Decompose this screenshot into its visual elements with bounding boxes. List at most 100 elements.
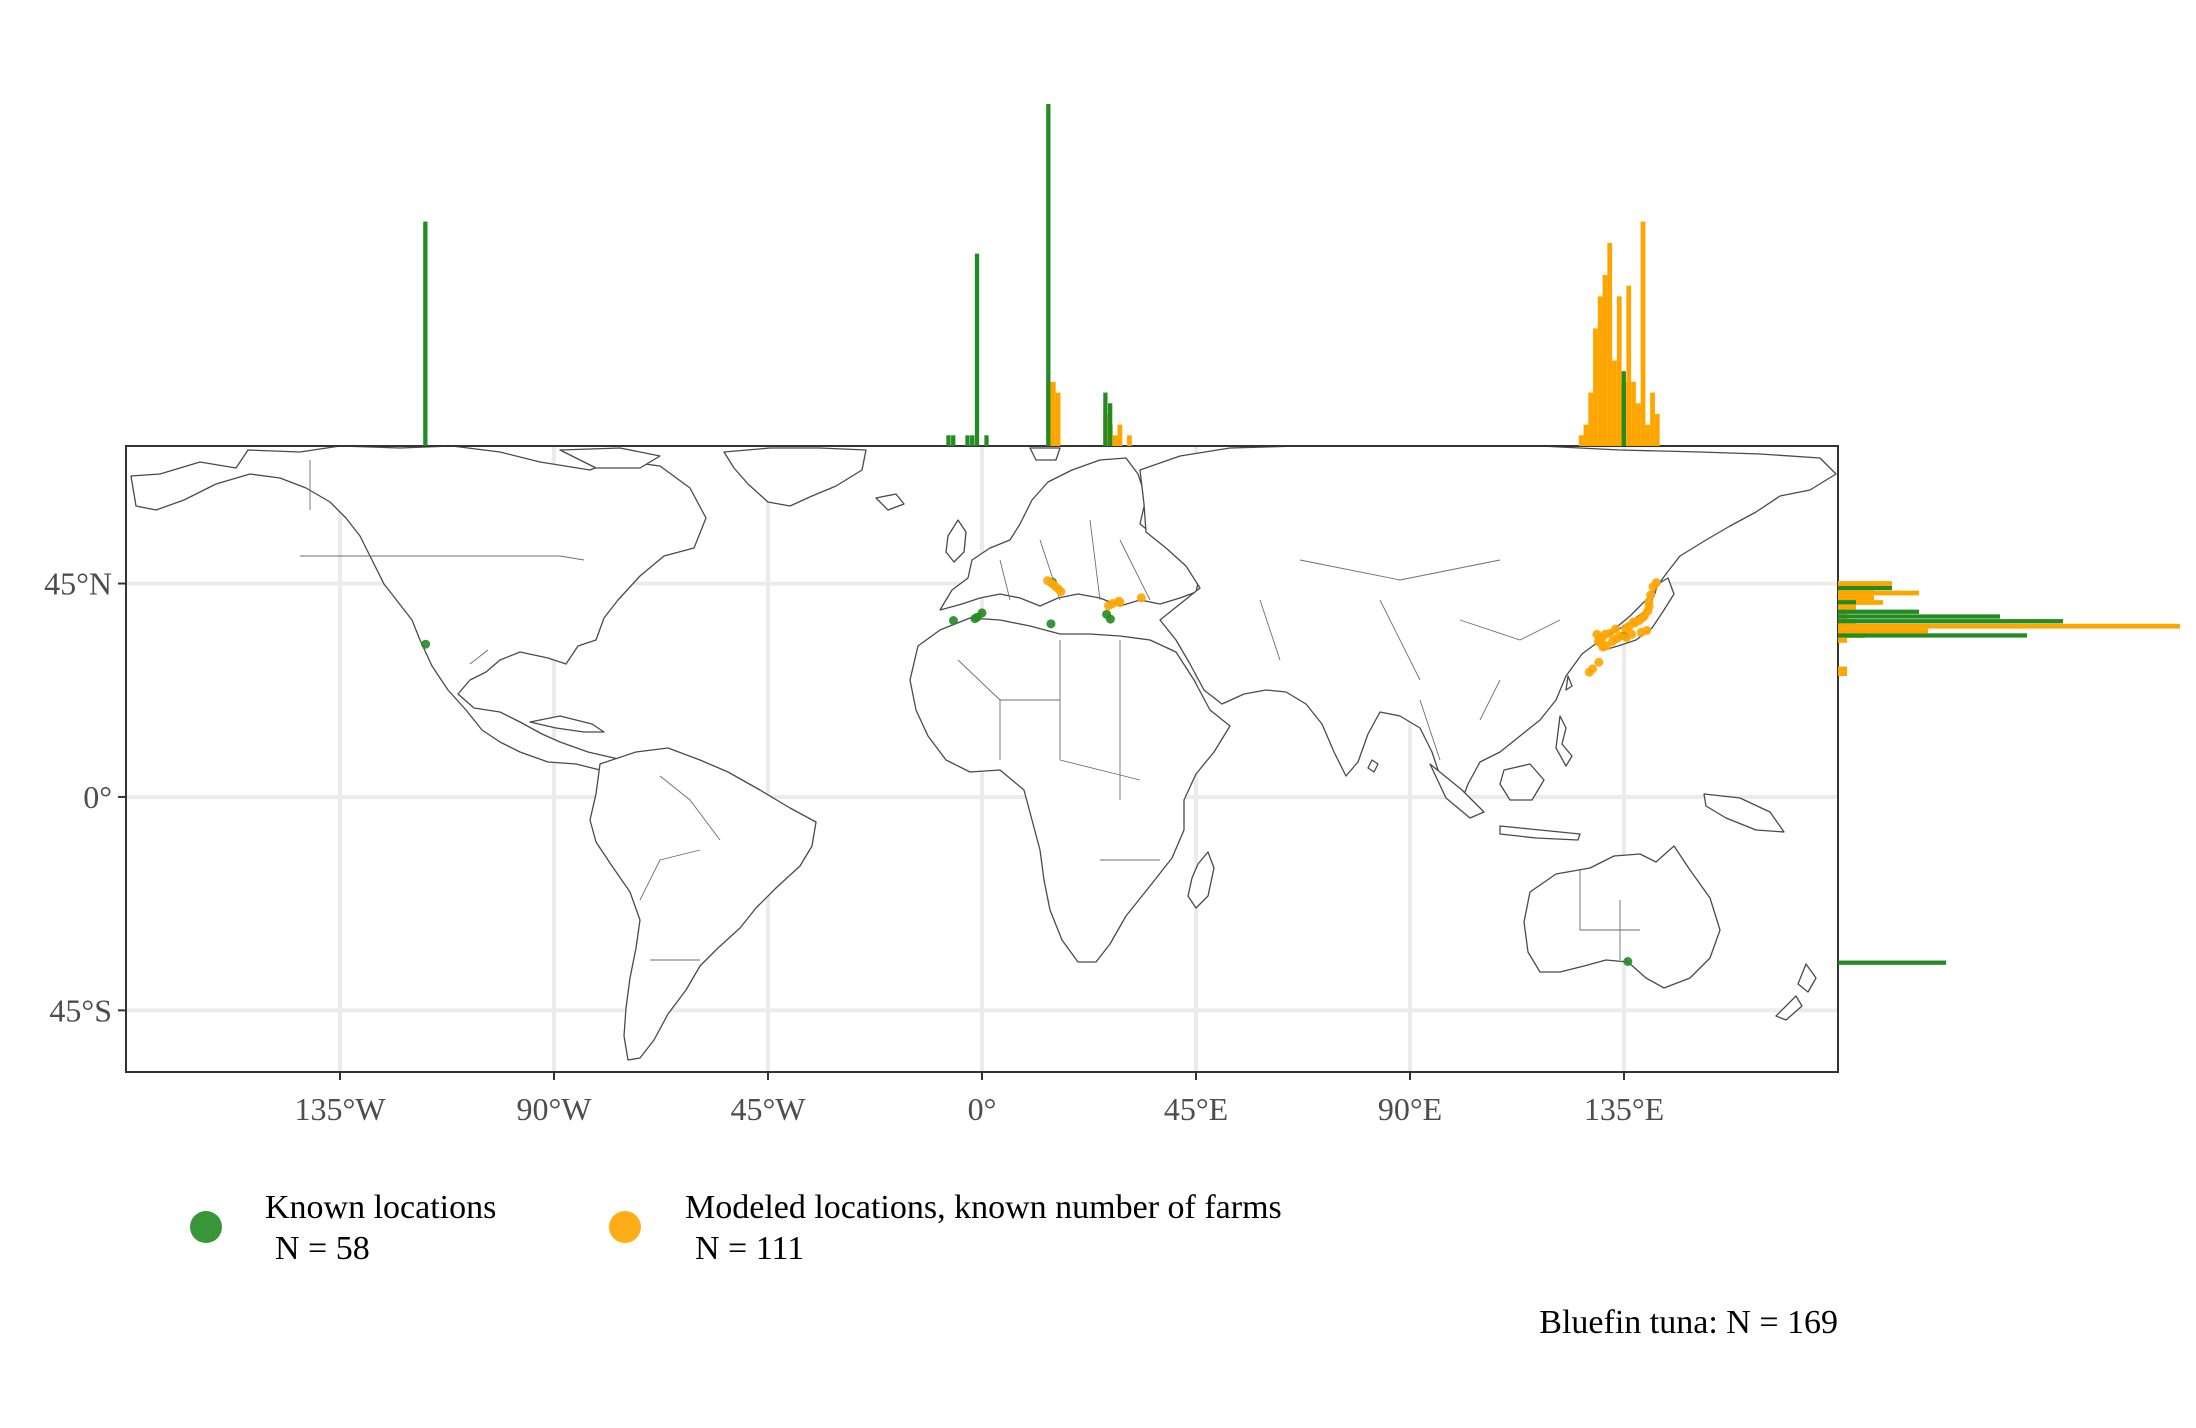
madagascar-landmass: [1187, 851, 1215, 909]
lon-hist-bar-known: [974, 253, 980, 446]
location-point: [421, 639, 431, 649]
x-tick-label: 45°W: [731, 1091, 807, 1127]
lon-hist-bar-modeled: [1055, 392, 1061, 446]
x-tick-label: 90°W: [517, 1091, 593, 1127]
lat-hist-bar-modeled: [1838, 581, 1892, 586]
lat-hist-bar-known: [1838, 960, 1946, 965]
greenland-landmass: [723, 447, 867, 507]
x-tick-label: 90°E: [1378, 1091, 1442, 1127]
lon-hist-bar-modeled: [1607, 242, 1613, 446]
lon-hist-bar-modeled: [1650, 392, 1655, 446]
x-axis: 135°W 90°W 45°W 0° 45°E 90°E 135°E: [295, 1072, 1664, 1127]
x-tick-label: 45°E: [1164, 1091, 1228, 1127]
lat-hist-bar-modeled: [1838, 600, 1883, 605]
caption: Bluefin tuna: N = 169: [1539, 1304, 1838, 1341]
y-axis: 45°N 0° 45°S: [44, 566, 126, 1028]
location-point: [1592, 629, 1602, 639]
lon-hist-bar-modeled: [1583, 424, 1589, 446]
longitude-histogram: [423, 104, 1660, 446]
location-point: [977, 608, 987, 618]
map-panel: [125, 445, 1839, 1073]
lat-hist-bar-modeled: [1838, 666, 1847, 672]
y-tick-label: 45°S: [49, 992, 112, 1028]
philippines-islands: [1555, 675, 1573, 767]
lon-hist-bar-known: [423, 221, 428, 446]
location-point: [1136, 593, 1146, 603]
x-tick-label: 135°W: [295, 1091, 387, 1127]
lat-hist-bar-known: [1838, 619, 2063, 624]
lat-hist-bar-modeled: [1838, 595, 1874, 601]
lon-hist-bar-modeled: [1597, 296, 1603, 446]
lon-hist-bar-known: [970, 435, 975, 446]
lat-hist-bar-known: [1838, 600, 1856, 605]
x-tick-label: 0°: [968, 1091, 997, 1127]
lat-hist-bar-modeled: [1838, 604, 1856, 610]
north-america-landmass: [130, 445, 707, 777]
location-point: [1638, 613, 1648, 623]
lat-hist-bar-modeled: [1838, 623, 2180, 629]
lon-hist-bar-known: [965, 435, 970, 446]
lon-hist-bar-known: [984, 435, 989, 446]
lon-hist-bar-modeled: [1616, 296, 1622, 446]
location-point: [1114, 596, 1124, 606]
lon-hist-bar-modeled: [1588, 392, 1594, 446]
africa-landmass: [909, 617, 1231, 963]
location-point: [948, 616, 958, 626]
australia-landmass: [1523, 845, 1721, 989]
indonesia-islands: [1429, 763, 1785, 841]
farm-locations: [421, 576, 1661, 967]
country-borders: [300, 460, 1640, 961]
world-land: [130, 445, 1837, 1061]
legend: Known locations N = 58 Modeled locations…: [190, 1189, 1282, 1267]
location-point: [1648, 582, 1658, 592]
lon-hist-bar-known: [1108, 403, 1113, 446]
legend-known-label: Known locations: [265, 1189, 496, 1226]
location-point: [1105, 614, 1115, 624]
legend-modeled-count: N = 111: [695, 1230, 804, 1267]
location-point: [1642, 625, 1652, 635]
y-tick-label: 45°N: [44, 566, 112, 602]
legend-known-swatch: [190, 1211, 222, 1243]
lon-hist-bar-known: [951, 435, 956, 446]
lon-hist-bar-modeled: [1631, 381, 1636, 446]
lon-hist-bar-modeled: [1578, 435, 1584, 446]
location-point: [1627, 629, 1637, 639]
lon-hist-bar-known: [946, 435, 951, 446]
lat-hist-bar-modeled: [1838, 628, 1928, 634]
arctic-archipelago: [559, 447, 661, 469]
sri-lanka-landmass: [1367, 759, 1379, 773]
lon-hist-bar-known: [1103, 392, 1108, 446]
uk-landmass: [945, 519, 967, 563]
asia-landmass: [1139, 445, 1837, 807]
legend-known-count: N = 58: [275, 1230, 370, 1267]
lon-hist-bar-modeled: [1050, 381, 1056, 446]
svalbard-landmass: [1029, 447, 1061, 461]
lon-hist-bar-modeled: [1593, 328, 1598, 446]
lon-hist-bar-modeled: [1612, 360, 1617, 446]
lat-hist-bar-known: [1838, 614, 2000, 619]
south-america-landmass: [589, 747, 817, 1061]
iceland-landmass: [875, 493, 905, 511]
lon-hist-bar-modeled: [1117, 424, 1123, 446]
location-point: [1594, 657, 1604, 667]
lon-hist-bar-known: [1621, 371, 1626, 446]
lon-hist-bar-modeled: [1640, 221, 1646, 446]
location-point: [1056, 587, 1066, 597]
lon-hist-bar-modeled: [1626, 285, 1632, 446]
lat-hist-bar-modeled: [1838, 671, 1847, 677]
latitude-histogram: [1838, 581, 2180, 965]
location-point: [1620, 624, 1630, 634]
location-point: [1623, 957, 1633, 967]
lon-hist-bar-modeled: [1112, 435, 1118, 446]
location-point: [1588, 664, 1598, 674]
y-tick-label: 0°: [83, 779, 112, 815]
lat-hist-bar-modeled: [1838, 590, 1919, 596]
legend-modeled-label: Modeled locations, known number of farms: [685, 1189, 1282, 1226]
lon-hist-bar-modeled: [1635, 403, 1641, 446]
lon-hist-bar-modeled: [1645, 424, 1651, 446]
lat-hist-bar-known: [1838, 609, 1919, 614]
x-tick-label: 135°E: [1584, 1091, 1664, 1127]
lat-hist-bar-known: [1838, 633, 2027, 638]
caribbean-islands: [529, 715, 605, 733]
